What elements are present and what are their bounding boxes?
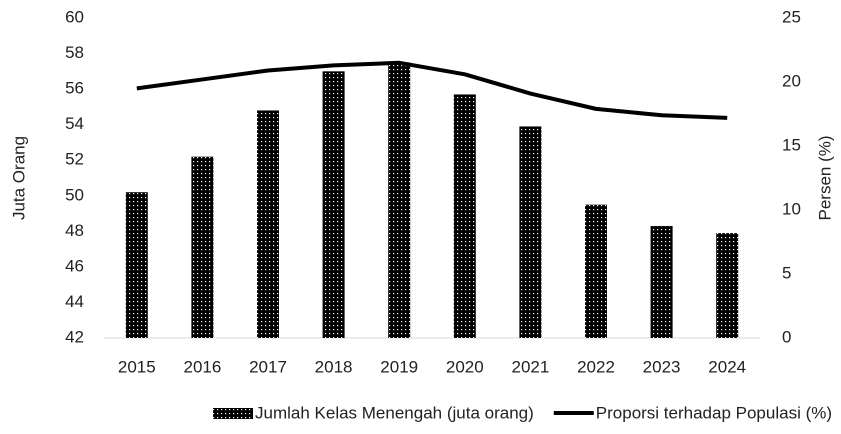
y-tick-label: 50	[65, 185, 84, 204]
y-tick-label: 44	[65, 292, 84, 311]
bar	[191, 156, 214, 338]
y-tick-label: 52	[65, 150, 84, 169]
bar	[257, 110, 279, 338]
x-tick-label: 2018	[315, 357, 353, 376]
y-tick-label: 48	[65, 221, 84, 240]
y-tick-label: 56	[65, 79, 84, 98]
y-axis-label: Juta Orang	[9, 136, 28, 220]
y-tick-label: 60	[65, 7, 84, 26]
y2-axis-label: Persen (%)	[815, 135, 834, 220]
bar	[585, 204, 607, 338]
x-tick-label: 2023	[643, 357, 681, 376]
y-tick-label: 42	[65, 327, 84, 346]
x-tick-label: 2015	[118, 357, 156, 376]
x-tick-label: 2021	[511, 357, 549, 376]
bar	[453, 94, 476, 338]
legend-swatch	[213, 408, 253, 419]
legend-label: Proporsi terhadap Populasi (%)	[596, 403, 832, 422]
y2-tick-label: 10	[782, 199, 801, 218]
y2-tick-label: 25	[782, 7, 801, 26]
x-tick-label: 2024	[708, 357, 746, 376]
legend-label: Jumlah Kelas Menengah (juta orang)	[255, 403, 534, 422]
bar	[125, 192, 148, 338]
x-tick-label: 2022	[577, 357, 615, 376]
y-tick-label: 58	[65, 43, 84, 62]
y2-tick-label: 15	[782, 135, 801, 154]
bar	[322, 71, 345, 338]
bar	[650, 226, 673, 338]
line	[136, 60, 728, 120]
bar	[716, 233, 739, 338]
x-tick-label: 2020	[446, 357, 484, 376]
bar	[519, 126, 542, 338]
bar	[388, 62, 411, 338]
y2-tick-label: 5	[782, 263, 791, 282]
x-tick-label: 2017	[249, 357, 287, 376]
y-tick-label: 54	[65, 114, 84, 133]
y-tick-label: 46	[65, 256, 84, 275]
y2-tick-label: 0	[782, 327, 791, 346]
x-tick-label: 2016	[183, 357, 221, 376]
x-tick-label: 2019	[380, 357, 418, 376]
y2-tick-label: 20	[782, 71, 801, 90]
